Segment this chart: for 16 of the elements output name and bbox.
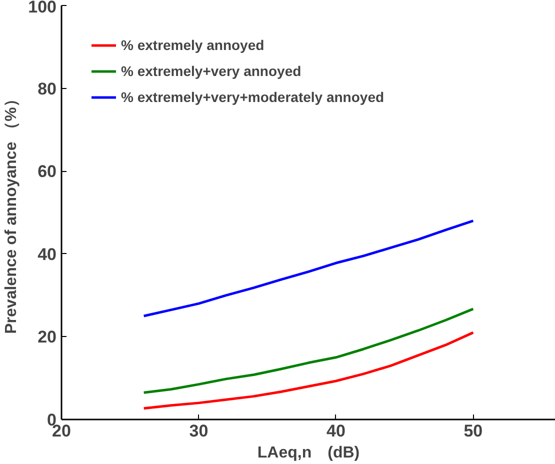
y-axis-title: Prevalence of annoyance （%）	[3, 91, 20, 334]
legend-label: % extremely annoyed	[121, 37, 264, 53]
y-tick-label: 40	[38, 244, 57, 264]
x-tick-label: 30	[189, 422, 208, 440]
x-axis-title: LAeq,n (dB)	[257, 444, 360, 462]
y-tick-label: 80	[38, 79, 57, 98]
y-tick-label: 20	[38, 328, 57, 347]
line-series	[142, 308, 474, 394]
line-series	[142, 331, 474, 410]
x-tick-label: 40	[326, 422, 346, 440]
x-tick-label: 50	[464, 422, 483, 440]
legend-label: % extremely+very annoyed	[121, 63, 302, 79]
legend-label: % extremely+very+moderately annoyed	[121, 89, 384, 105]
y-tick-label: 60	[38, 162, 57, 182]
y-tick-label: 100	[28, 0, 57, 16]
line-series	[142, 220, 474, 318]
